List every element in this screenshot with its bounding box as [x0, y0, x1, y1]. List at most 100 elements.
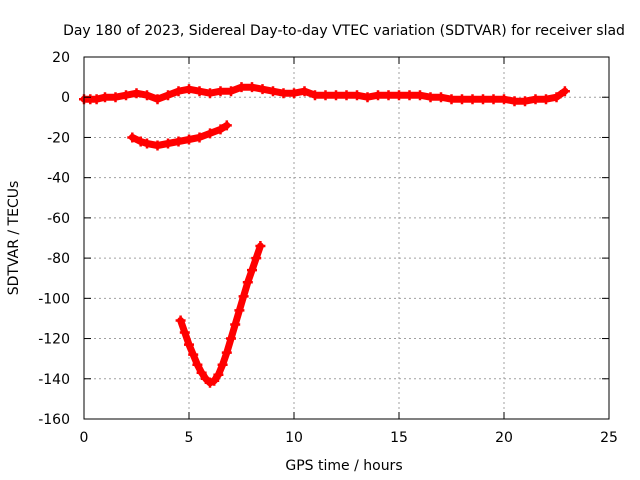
- data-point: [268, 86, 278, 97]
- y-tick-label: 20: [52, 50, 70, 66]
- y-tick-label: -60: [47, 211, 70, 227]
- data-point: [215, 86, 226, 97]
- y-tick-label: -100: [38, 291, 70, 307]
- data-point: [217, 359, 228, 370]
- axis-ticks: 0 5 10 15 20 25 20 0 -20 -40 -60 -80 -100 -120 -140 -16…: [38, 50, 618, 446]
- data-point: [352, 90, 362, 101]
- data-point: [100, 92, 110, 103]
- data-point: [551, 92, 562, 103]
- data-point: [205, 88, 215, 99]
- data-point: [404, 90, 415, 101]
- x-tick-label: 20: [495, 430, 513, 446]
- data-point: [251, 253, 262, 264]
- data-point: [221, 120, 232, 131]
- data-point: [362, 92, 373, 103]
- data-point: [541, 94, 551, 105]
- data-point: [446, 94, 457, 105]
- data-point: [163, 138, 173, 149]
- data-point: [184, 339, 194, 350]
- data-point: [163, 90, 173, 101]
- data-point: [188, 349, 199, 360]
- data-point: [289, 88, 299, 99]
- data-point: [205, 128, 215, 139]
- data-point: [257, 84, 268, 95]
- y-tick-label: 0: [61, 90, 70, 106]
- data-point: [142, 138, 152, 149]
- data-point: [142, 90, 152, 101]
- data-point: [383, 90, 394, 101]
- plot-frame: [83, 56, 610, 420]
- data-series: [79, 82, 570, 388]
- data-point: [194, 86, 205, 97]
- data-point: [478, 94, 488, 105]
- data-point: [131, 88, 142, 99]
- y-axis-title: SDTVAR / TECUs: [6, 181, 22, 296]
- data-point: [121, 90, 131, 101]
- data-point: [530, 94, 541, 105]
- data-point: [184, 134, 194, 145]
- x-tick-label: 10: [285, 430, 303, 446]
- data-point: [226, 333, 236, 344]
- data-point: [373, 90, 383, 101]
- x-tick-label: 25: [600, 430, 618, 446]
- data-point: [152, 140, 163, 151]
- data-point: [436, 92, 446, 103]
- series-v-segment: [175, 241, 266, 388]
- data-point: [173, 86, 184, 97]
- data-point: [179, 327, 190, 338]
- data-point: [255, 241, 266, 252]
- data-point: [226, 86, 236, 97]
- y-tick-label: -140: [38, 372, 70, 388]
- y-tick-label: -160: [38, 412, 70, 428]
- data-point: [221, 347, 232, 358]
- data-point: [457, 94, 467, 105]
- data-point: [247, 265, 257, 276]
- x-axis-title: GPS time / hours: [285, 458, 402, 474]
- data-point: [110, 92, 121, 103]
- data-point: [196, 367, 207, 378]
- data-point: [234, 305, 245, 316]
- data-point: [173, 136, 184, 147]
- data-point: [499, 94, 509, 105]
- data-point: [194, 132, 205, 143]
- data-point: [213, 369, 224, 380]
- data-point: [175, 315, 186, 326]
- grid-lines: [84, 57, 609, 419]
- data-point: [238, 291, 249, 302]
- data-point: [310, 90, 320, 101]
- data-point: [467, 94, 478, 105]
- x-tick-label: 15: [390, 430, 408, 446]
- data-point: [415, 90, 425, 101]
- data-point: [320, 90, 331, 101]
- data-point: [184, 84, 194, 95]
- data-point: [278, 88, 289, 99]
- data-point: [509, 96, 520, 107]
- data-point: [152, 94, 163, 105]
- series-main-band: [79, 82, 570, 107]
- data-point: [425, 92, 436, 103]
- data-point: [299, 86, 310, 97]
- data-point: [236, 82, 247, 93]
- x-tick-label: 0: [80, 430, 89, 446]
- data-point: [520, 96, 530, 107]
- data-point: [209, 375, 220, 386]
- data-point: [230, 319, 241, 330]
- data-point: [127, 132, 138, 143]
- data-point: [135, 136, 146, 147]
- data-point: [559, 86, 570, 97]
- data-point: [215, 124, 226, 135]
- data-point: [192, 359, 203, 370]
- data-point: [242, 277, 253, 288]
- series-arc-segment: [127, 120, 232, 151]
- y-tick-label: -80: [47, 251, 70, 267]
- y-tick-label: -20: [47, 130, 70, 146]
- data-point: [247, 82, 257, 93]
- data-point: [331, 90, 341, 101]
- chart-title: Day 180 of 2023, Sidereal Day-to-day VTE…: [63, 23, 625, 39]
- y-tick-label: -120: [38, 332, 70, 348]
- x-tick-label: 5: [185, 430, 194, 446]
- data-point: [488, 94, 499, 105]
- data-point: [341, 90, 352, 101]
